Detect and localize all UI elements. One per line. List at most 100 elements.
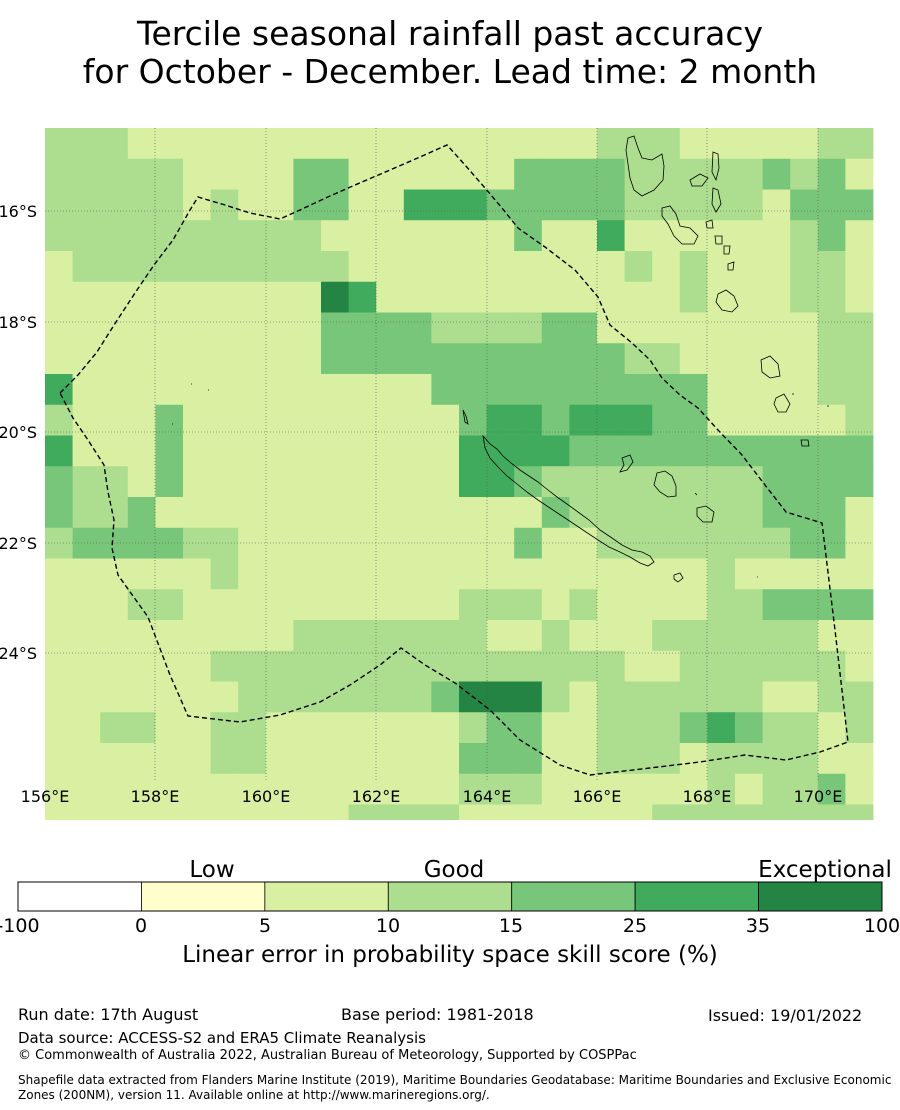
grid-cell (155, 773, 184, 805)
grid-cell (403, 681, 432, 713)
grid-cell (845, 251, 874, 283)
grid-cell (652, 620, 681, 652)
grid-cell (707, 128, 736, 160)
grid-cell (431, 251, 460, 283)
grid-cell (652, 128, 681, 160)
tick-5: 5 (259, 915, 271, 937)
grid-cell (845, 773, 874, 805)
grid-cell (762, 712, 791, 744)
grid-cell (707, 404, 736, 436)
grid-cell (45, 650, 73, 682)
lon-label-160e: 160°E (242, 787, 291, 806)
grid-cell (624, 281, 653, 313)
grid-cell (348, 251, 377, 283)
grid-cell (293, 220, 322, 252)
grid-cell (679, 189, 708, 221)
grid-cell (210, 435, 239, 467)
grid-cell (597, 650, 625, 682)
issued-date: Issued: 19/01/2022 (708, 1006, 863, 1025)
grid-cell (569, 681, 598, 713)
grid-cell (624, 312, 653, 344)
grid-cell (597, 312, 625, 344)
grid-cell (293, 527, 322, 559)
grid-cell (541, 712, 570, 744)
grid-cell (72, 435, 101, 467)
grid-cell (265, 312, 294, 344)
grid-cell (100, 804, 129, 820)
grid-cell (735, 220, 763, 252)
grid-cell (486, 773, 515, 805)
grid-cell (127, 251, 156, 283)
grid-cell (403, 128, 432, 160)
grid-cell (541, 343, 570, 375)
grid-cell (790, 312, 819, 344)
grid-cell (45, 251, 73, 283)
tick-minus100: -100 (0, 915, 40, 937)
grid-cell (735, 128, 763, 160)
grid-cell (72, 158, 101, 190)
grid-cell (569, 251, 598, 283)
grid-cell (845, 650, 874, 682)
grid-cell (100, 343, 129, 375)
grid-cell (762, 343, 791, 375)
grid-cell (624, 466, 653, 498)
grid-cell (459, 804, 487, 820)
grid-cell (459, 128, 487, 160)
grid-cell (652, 589, 681, 621)
grid-cell (293, 374, 322, 406)
grid-cell (127, 804, 156, 820)
grid-cell (155, 650, 184, 682)
grid-cell (817, 527, 846, 559)
grid-cell (238, 712, 267, 744)
grid-cell (376, 497, 405, 529)
grid-cell (431, 558, 460, 590)
grid-cell (403, 312, 432, 344)
grid-cell (238, 435, 267, 467)
grid-cell (210, 220, 239, 252)
colorbar-ticks: -100 0 5 10 15 25 35 100 (0, 915, 900, 937)
latitude-labels: 16°S 18°S 20°S 22°S 24°S (0, 202, 37, 663)
grid-cell (845, 158, 874, 190)
grid-cell (652, 650, 681, 682)
grid-cell (541, 189, 570, 221)
grid-cell (817, 804, 846, 820)
grid-cell (514, 158, 543, 190)
grid-cell (45, 189, 73, 221)
grid-cell (845, 404, 874, 436)
grid-cell (790, 466, 819, 498)
grid-cell (597, 527, 625, 559)
grid-cell (100, 743, 129, 775)
grid-cell (321, 404, 349, 436)
grid-cell (541, 804, 570, 820)
tick-35: 35 (746, 915, 770, 937)
grid-cell (597, 589, 625, 621)
grid-cell (790, 527, 819, 559)
grid-cell (652, 435, 681, 467)
grid-cell (127, 558, 156, 590)
grid-cell (514, 404, 543, 436)
grid-cell (762, 620, 791, 652)
colorbar-swatch (758, 881, 883, 912)
grid-cell (845, 466, 874, 498)
grid-cell (790, 743, 819, 775)
grid-cell (183, 220, 211, 252)
grid-cell (348, 558, 377, 590)
grid-cell (762, 589, 791, 621)
grid-cell (597, 558, 625, 590)
grid-cell (707, 527, 736, 559)
grid-cell (376, 435, 405, 467)
grid-cell (459, 743, 487, 775)
grid-cell (790, 497, 819, 529)
grid-cell (817, 466, 846, 498)
grid-cell (735, 681, 763, 713)
grid-cell (127, 497, 156, 529)
grid-cell (652, 374, 681, 406)
grid-cell (569, 158, 598, 190)
grid-cell (817, 681, 846, 713)
grid-cell (459, 189, 487, 221)
grid-cell (321, 527, 349, 559)
grid-cell (762, 158, 791, 190)
grid-cell (210, 128, 239, 160)
grid-cell (348, 189, 377, 221)
map-title-line-1: Tercile seasonal rainfall past accuracy (136, 14, 764, 53)
